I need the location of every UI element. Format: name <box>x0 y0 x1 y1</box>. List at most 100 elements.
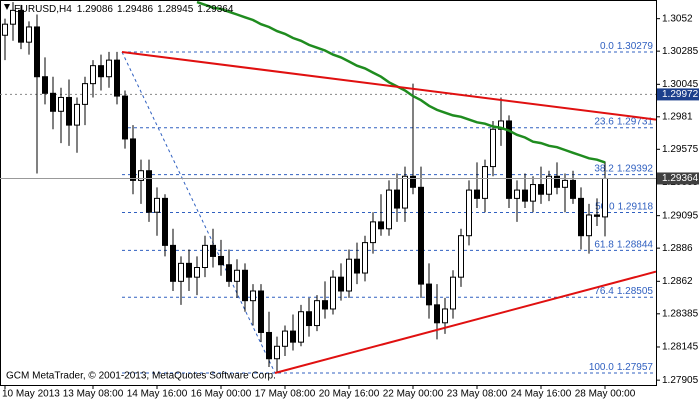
candle-body <box>194 266 200 278</box>
candle-body <box>2 23 8 36</box>
candle-body <box>242 269 248 302</box>
last-close: 1.29364 <box>197 4 234 15</box>
plot-area: 0.01.3027923.61.2973138.21.2939250.01.29… <box>0 0 656 374</box>
candle-body <box>162 197 168 246</box>
candle-body <box>458 235 464 278</box>
axis-area: 1.27905 1.28145 1.28385 1.2862 1.2886 1.29095… <box>2 13 699 400</box>
candle-body <box>90 65 96 85</box>
fib-label: 76.4 1.28505 <box>594 286 653 297</box>
fib-level-name: 23.6 <box>594 116 614 127</box>
fib-level-price: 1.28505 <box>617 286 654 297</box>
fib-label: 100.0 1.27957 <box>589 362 654 373</box>
candle-body <box>602 177 608 218</box>
candle-body <box>482 166 488 199</box>
candle-body <box>562 179 568 188</box>
candle-body <box>354 258 360 274</box>
candle-body <box>282 330 288 347</box>
y-tick-label: 1.2886 <box>662 243 693 254</box>
last-high: 1.29486 <box>117 4 154 15</box>
candle-body <box>570 179 576 199</box>
candle-body <box>586 214 592 237</box>
candle-body <box>434 304 440 324</box>
price-box-label: 1.29972 <box>662 89 699 100</box>
candle-body <box>274 345 280 360</box>
candle-body <box>178 262 184 282</box>
candle-body <box>346 258 352 292</box>
y-tick-label: 1.2862 <box>662 276 693 287</box>
candle-body <box>266 331 272 360</box>
candle-body <box>170 244 176 282</box>
candle-body <box>106 59 112 78</box>
y-tick-label: 1.28385 <box>662 308 699 319</box>
candle-body <box>258 290 264 333</box>
candle-body <box>250 290 256 302</box>
symbol: EURUSD,H4 <box>14 4 72 15</box>
fib-level-name: 0.0 <box>600 41 614 52</box>
candle-body <box>34 26 40 78</box>
price-box-label: 1.29364 <box>662 173 699 184</box>
fib-label: 38.2 1.29392 <box>594 163 653 174</box>
x-tick-label: 20 May 16:00 <box>319 389 380 400</box>
candle-body <box>498 120 504 130</box>
candle-body <box>418 186 424 285</box>
fib-level-price: 1.28844 <box>617 239 654 250</box>
moving-average <box>196 0 606 164</box>
fib-level-name: 76.4 <box>594 286 614 297</box>
candle-body <box>10 9 16 25</box>
candle-body <box>18 9 24 43</box>
candle-body <box>538 184 544 195</box>
candle-body <box>226 264 232 282</box>
candle-body <box>122 95 128 140</box>
chart-title: EURUSD,H4 1.29086 1.29486 1.28945 1.29364 <box>14 4 234 15</box>
candle-body <box>314 300 320 327</box>
candle-body <box>394 189 400 209</box>
fib-level-price: 1.27957 <box>617 362 654 373</box>
last-low: 1.28945 <box>157 4 194 15</box>
candle-body <box>594 214 600 217</box>
symbol-icon <box>4 4 10 10</box>
candle-body <box>442 308 448 324</box>
y-tick-label: 1.30045 <box>662 79 699 90</box>
candle-body <box>50 92 56 112</box>
x-tick-label: 22 May 00:00 <box>383 389 444 400</box>
fib-level-price: 1.29392 <box>617 163 654 174</box>
fib-label: 0.0 1.30279 <box>600 41 653 52</box>
candle-body <box>114 59 120 97</box>
trendline <box>274 270 656 374</box>
candle-body <box>202 244 208 268</box>
price-box <box>657 172 699 185</box>
fib-level-name: 38.2 <box>594 163 614 174</box>
candle-body <box>426 283 432 306</box>
last-open: 1.29086 <box>77 4 114 15</box>
candle-body <box>306 311 312 327</box>
candle-body <box>26 26 32 43</box>
candle-body <box>362 242 368 274</box>
x-tick-label: 13 May 08:00 <box>63 389 124 400</box>
candle-body <box>58 96 64 112</box>
fib-label: 61.8 1.28844 <box>594 239 653 250</box>
y-tick-label: 1.30285 <box>662 46 699 57</box>
candle-body <box>42 76 48 94</box>
plot-frame <box>0 0 657 386</box>
candle-body <box>514 189 520 199</box>
candle-body <box>298 311 304 343</box>
candle-body <box>522 189 528 202</box>
y-tick-label: 1.28145 <box>662 342 699 353</box>
candle-body <box>210 244 216 257</box>
price-box <box>657 88 699 101</box>
trendline <box>121 50 656 121</box>
candle-body <box>386 189 392 230</box>
x-tick-label: 23 May 08:00 <box>447 389 508 400</box>
fib-diagonal <box>121 51 276 374</box>
x-tick-label: 16 May 00:00 <box>191 389 252 400</box>
fib-level-price: 1.30279 <box>617 41 654 52</box>
candle-body <box>506 120 512 199</box>
candle-body <box>138 170 144 181</box>
candle-body <box>546 175 552 195</box>
candle-body <box>130 138 136 181</box>
candle-body <box>234 269 240 282</box>
x-tick-label: 10 May 2013 <box>2 389 60 400</box>
candle-body <box>530 184 536 202</box>
candle-body <box>98 65 104 78</box>
